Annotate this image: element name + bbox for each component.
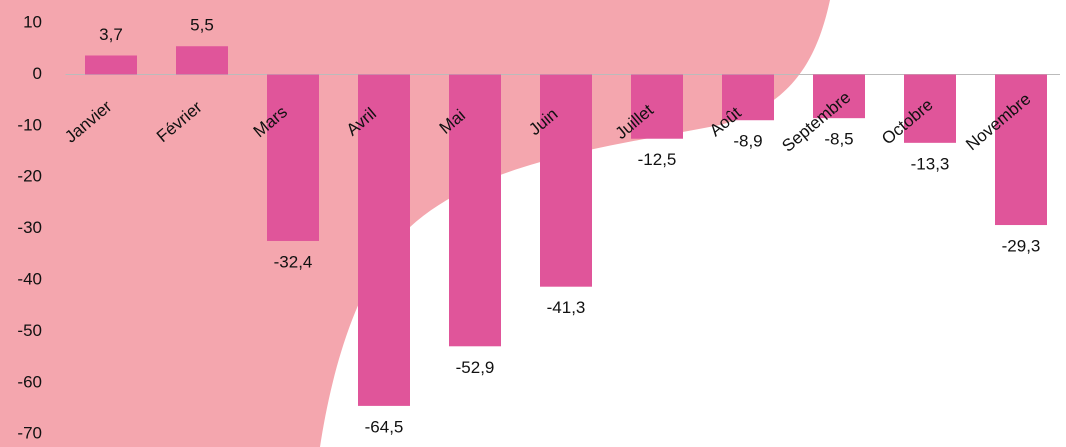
bar xyxy=(176,46,228,75)
y-tick-label: -60 xyxy=(17,372,42,391)
y-tick-label: -20 xyxy=(17,167,42,186)
background-shape xyxy=(0,0,830,447)
y-tick-label: -50 xyxy=(17,321,42,340)
value-label: -41,3 xyxy=(547,298,586,317)
bar xyxy=(267,74,319,241)
bar xyxy=(722,74,774,121)
y-tick-label: -10 xyxy=(17,115,42,134)
value-label: -52,9 xyxy=(456,358,495,377)
bar xyxy=(449,74,501,347)
bar xyxy=(995,74,1047,226)
value-label: -29,3 xyxy=(1002,237,1041,256)
value-label: -32,4 xyxy=(274,252,313,271)
value-label: 5,5 xyxy=(190,16,214,35)
y-tick-label: 0 xyxy=(33,64,42,83)
value-label: -13,3 xyxy=(911,154,950,173)
bar xyxy=(540,74,592,287)
value-label: -8,9 xyxy=(733,132,762,151)
y-tick-label: -40 xyxy=(17,270,42,289)
value-label: -64,5 xyxy=(365,417,404,436)
value-label: -8,5 xyxy=(824,130,853,149)
bar xyxy=(85,55,137,75)
y-tick-label: 10 xyxy=(23,13,42,32)
value-label: 3,7 xyxy=(99,25,123,44)
bar xyxy=(631,74,683,139)
bar xyxy=(813,74,865,119)
bar xyxy=(904,74,956,143)
y-tick-label: -30 xyxy=(17,218,42,237)
value-label: -12,5 xyxy=(638,150,677,169)
bar xyxy=(358,74,410,406)
y-tick-label: -70 xyxy=(17,424,42,443)
